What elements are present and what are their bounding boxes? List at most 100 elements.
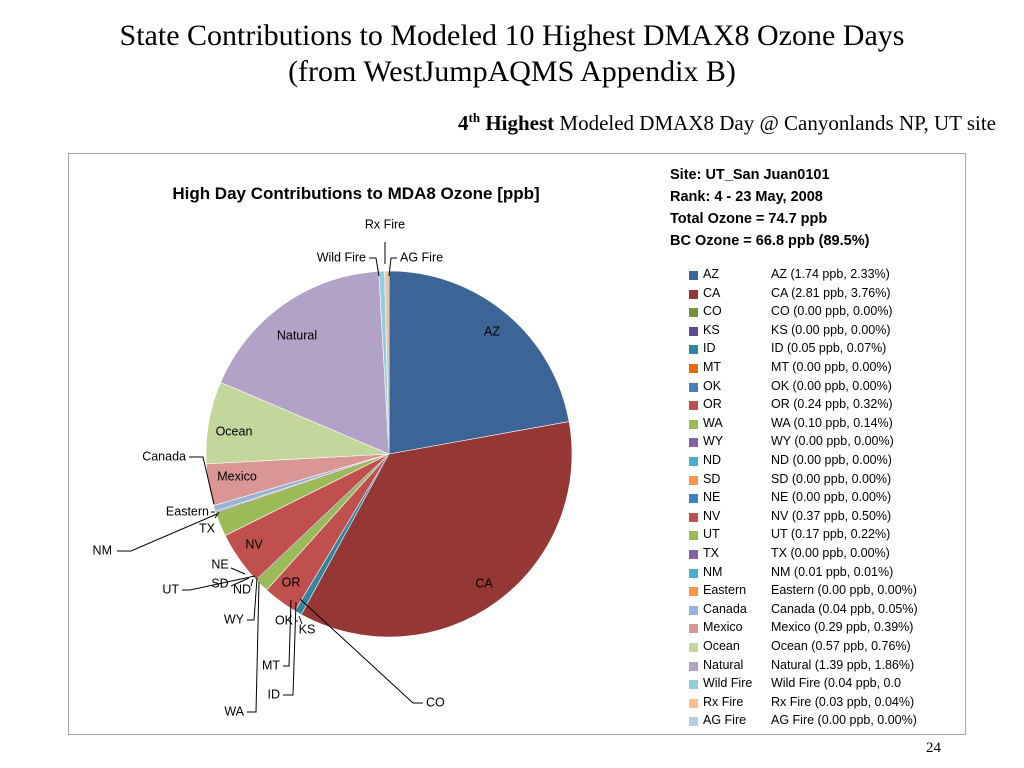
pie-label-mt: MT [262, 658, 280, 672]
legend-item-id: ID ID (0.05 ppb, 0.07%) [689, 341, 949, 360]
legend-value: Ocean (0.57 ppb, 0.76%) [771, 639, 911, 653]
legend-name: NV [703, 508, 721, 523]
legend-item-mt: MT MT (0.00 ppb, 0.00%) [689, 360, 949, 379]
legend-swatch [689, 289, 698, 299]
pie-labels: AZ CA CO KS ID MT OK OR WA WY ND SD NE NV UT TX NM Easter… [93, 217, 501, 718]
site-label: Site: UT_San Juan0101 [670, 167, 830, 183]
legend-name: MT [703, 360, 722, 374]
legend-item-wy: WY WY (0.00 ppb, 0.00%) [689, 434, 949, 453]
pie-slice-az [388, 270, 570, 455]
legend-name: AG Fire [703, 713, 747, 728]
leader-line-sd [230, 577, 250, 587]
legend-swatch [689, 308, 698, 318]
leader-line-ut [182, 575, 256, 591]
legend-item-ca: CA CA (2.81 ppb, 3.76%) [689, 286, 949, 305]
legend-name: CO [703, 304, 722, 319]
pie-label-wy: WY [224, 612, 245, 626]
legend-swatch [689, 717, 698, 727]
legend-value: TX (0.00 ppb, 0.00%) [771, 546, 890, 560]
legend-value: AZ (1.74 ppb, 2.33%) [771, 267, 890, 281]
legend-swatch [689, 531, 698, 541]
subtitle-number: 4 [458, 111, 469, 135]
pie-label-az: AZ [484, 324, 500, 338]
legend-item-ne: NE NE (0.00 ppb, 0.00%) [689, 490, 949, 509]
legend-name: CA [703, 285, 721, 300]
legend-swatch [689, 271, 698, 280]
legend-item-mexico: Mexico Mexico (0.29 ppb, 0.39%) [689, 620, 949, 639]
legend-name: UT [703, 527, 720, 542]
legend-item-canada: Canada Canada (0.04 ppb, 0.05%) [689, 602, 949, 621]
legend-value: Canada (0.04 ppb, 0.05%) [771, 601, 918, 616]
legend-item-ocean: Ocean Ocean (0.57 ppb, 0.76%) [689, 639, 949, 658]
pie-label-sd: SD [211, 576, 228, 590]
legend-value: OK (0.00 ppb, 0.00%) [771, 378, 892, 393]
pie-label-co: CO [426, 695, 445, 709]
legend-name: Natural [703, 657, 744, 672]
legend-item-nv: NV NV (0.37 ppb, 0.50%) [689, 509, 949, 528]
leader-line-ne [230, 567, 246, 575]
legend-name: ND [703, 453, 722, 467]
legend-value: ND (0.00 ppb, 0.00%) [771, 453, 892, 467]
subtitle-superscript: th [468, 110, 481, 125]
pie-label-ok: OK [275, 613, 294, 627]
legend-value: AG Fire (0.00 ppb, 0.00%) [771, 713, 917, 728]
leader-line-tx [214, 511, 220, 519]
legend-value: SD (0.00 ppb, 0.00%) [771, 471, 892, 486]
pie-slice-ca [300, 421, 573, 638]
subtitle-bold: Highest [480, 111, 555, 135]
legend-value: ID (0.05 ppb, 0.07%) [771, 341, 887, 356]
legend-swatch [689, 457, 698, 466]
legend-value: WA (0.10 ppb, 0.14%) [771, 415, 893, 430]
subtitle-rest: Modeled DMAX8 Day @ Canyonlands NP, UT s… [554, 111, 996, 135]
legend-swatch [689, 568, 698, 578]
legend-name: AZ [703, 267, 719, 281]
page-number: 24 [926, 740, 941, 756]
legend-item-or: OR OR (0.24 ppb, 0.32%) [689, 397, 949, 416]
legend-item-co: CO CO (0.00 ppb, 0.00%) [689, 304, 949, 323]
legend-value: Wild Fire (0.04 ppb, 0.0 [771, 676, 901, 691]
legend-item-eastern: Eastern Eastern (0.00 ppb, 0.00%) [689, 583, 949, 602]
pie-slice-natural [220, 270, 390, 455]
slide-title: State Contributions to Modeled 10 Highes… [0, 18, 1024, 90]
legend-name: WY [703, 434, 724, 449]
pie-slices [205, 270, 573, 638]
leader-line-canada [189, 456, 215, 505]
legend-name: Rx Fire [703, 694, 744, 709]
legend-value: Mexico (0.29 ppb, 0.39%) [771, 620, 914, 635]
legend-item-nm: NM NM (0.01 ppb, 0.01%) [689, 565, 949, 584]
pie-label-nm: NM [93, 543, 112, 557]
legend-value: WY (0.00 ppb, 0.00%) [771, 434, 894, 449]
pie-label-ag-fire: AG Fire [400, 250, 443, 264]
legend-item-rx-fire: Rx Fire Rx Fire (0.03 ppb, 0.04%) [689, 695, 949, 714]
pie-label-nv: NV [245, 537, 263, 551]
legend-swatch [689, 624, 698, 634]
leader-line-ks [298, 615, 303, 625]
legend-item-ag-fire: AG Fire AG Fire (0.00 ppb, 0.00%) [689, 713, 949, 732]
leader-line-nd [250, 578, 254, 587]
legend-item-sd: SD SD (0.00 ppb, 0.00%) [689, 472, 949, 491]
legend-value: CO (0.00 ppb, 0.00%) [771, 304, 893, 319]
legend-item-ks: KS KS (0.00 ppb, 0.00%) [689, 323, 949, 342]
legend-name: NE [703, 490, 721, 505]
legend-name: KS [703, 322, 720, 337]
legend-value: KS (0.00 ppb, 0.00%) [771, 322, 891, 337]
legend-swatch [689, 512, 698, 522]
legend-swatch [689, 587, 698, 597]
legend-name: SD [703, 471, 721, 486]
legend-item-tx: TX TX (0.00 ppb, 0.00%) [689, 546, 949, 565]
slide-title-line2: (from WestJumpAQMS Appendix B) [288, 55, 736, 88]
legend-name: Eastern [703, 583, 747, 598]
legend-item-nd: ND ND (0.00 ppb, 0.00%) [689, 453, 949, 472]
pie-label-rx-fire: Rx Fire [365, 217, 405, 231]
leader-line-wy [247, 577, 258, 621]
leader-line-mt [283, 599, 292, 667]
pie-label-wa: WA [224, 704, 244, 718]
legend-item-wild-fire: Wild Fire Wild Fire (0.04 ppb, 0.0 [689, 676, 949, 695]
pie-label-canada: Canada [142, 449, 186, 463]
pie-label-id: ID [268, 687, 281, 701]
legend-swatch [689, 661, 698, 671]
legend-swatch [689, 698, 698, 708]
legend-swatch [689, 475, 698, 485]
legend-swatch [689, 345, 698, 355]
legend-item-az: AZ AZ (1.74 ppb, 2.33%) [689, 267, 949, 286]
